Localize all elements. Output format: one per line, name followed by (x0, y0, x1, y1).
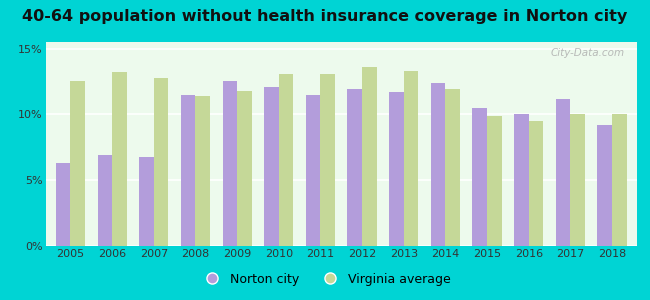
Text: City-Data.com: City-Data.com (551, 48, 625, 58)
Bar (473, 108, 487, 246)
Bar (348, 89, 362, 246)
Bar (612, 114, 627, 246)
Bar (389, 92, 404, 246)
Bar (98, 155, 112, 246)
Bar (320, 74, 335, 246)
Bar (431, 83, 445, 246)
Bar (556, 99, 570, 246)
Legend: Norton city, Virginia average: Norton city, Virginia average (194, 268, 456, 291)
Bar (237, 91, 252, 246)
Bar (362, 67, 376, 246)
Bar (139, 157, 154, 246)
Bar (514, 114, 528, 246)
Bar (264, 87, 279, 246)
Bar (404, 71, 419, 246)
Bar (528, 121, 543, 246)
Bar (570, 114, 585, 246)
Bar (181, 94, 196, 246)
Bar (56, 163, 70, 246)
Bar (487, 116, 502, 246)
Bar (196, 96, 210, 246)
Bar (112, 72, 127, 246)
Bar (222, 82, 237, 246)
Bar (306, 94, 320, 246)
Bar (445, 89, 460, 246)
Bar (70, 82, 85, 246)
Bar (597, 125, 612, 246)
Bar (154, 77, 168, 246)
Text: 40-64 population without health insurance coverage in Norton city: 40-64 population without health insuranc… (22, 9, 628, 24)
Bar (279, 74, 293, 246)
